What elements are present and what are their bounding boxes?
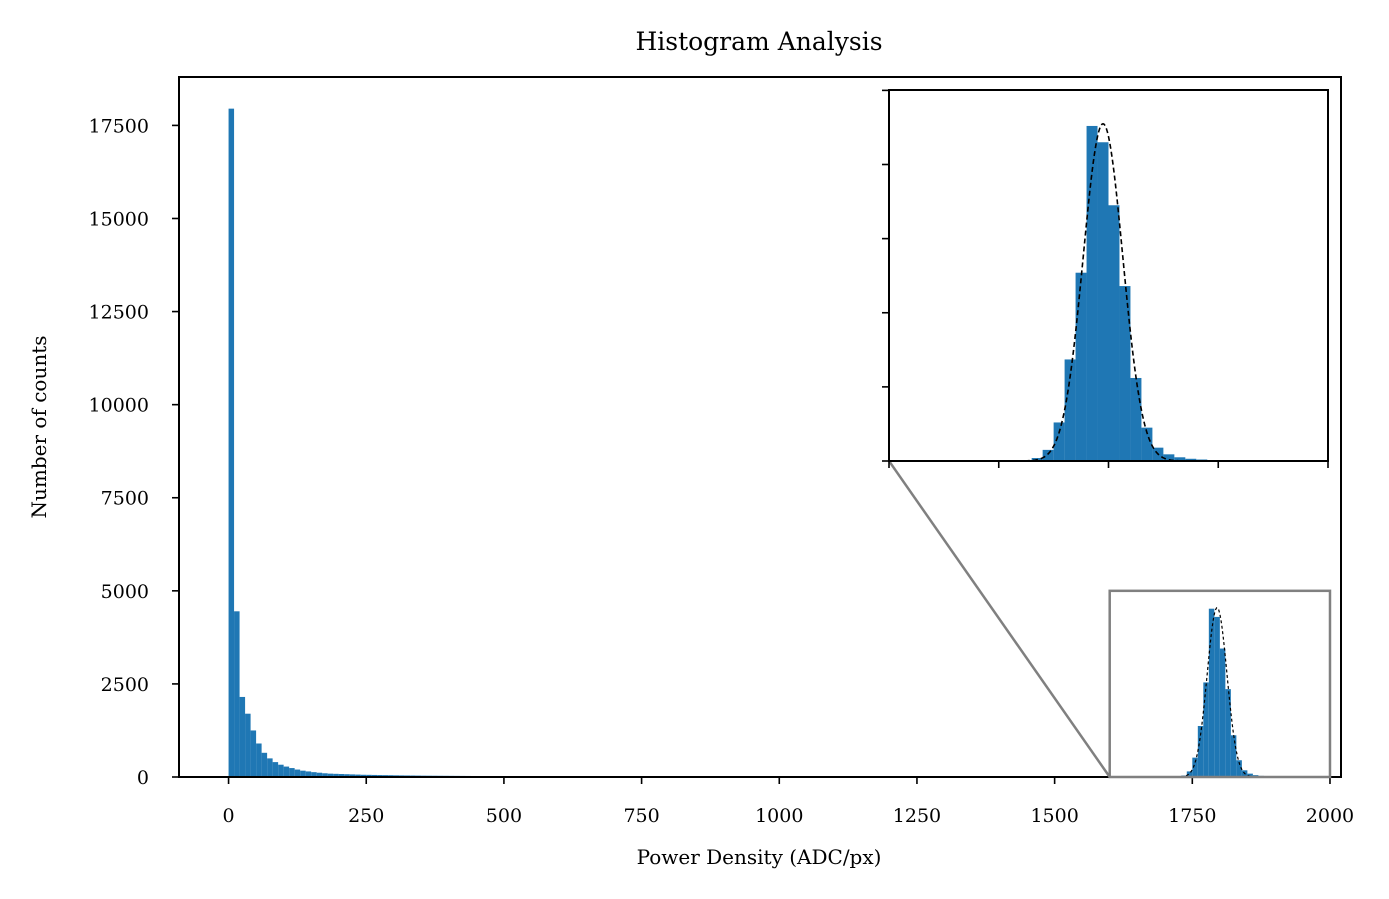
histogram-bar	[322, 773, 328, 777]
x-tick-label: 1500	[1030, 805, 1078, 827]
histogram-bar	[261, 752, 268, 777]
histogram-bar	[1192, 757, 1198, 777]
inset-histogram-bar	[1042, 449, 1054, 461]
y-tick-label: 12500	[89, 302, 149, 324]
histogram-bar	[1230, 735, 1237, 777]
histogram-bar	[1208, 608, 1215, 777]
histogram-bar	[305, 771, 312, 777]
histogram-bar	[239, 696, 246, 777]
inset-histogram-bar	[1053, 422, 1065, 461]
histogram-bar	[294, 769, 301, 777]
inset-histogram-bar	[1075, 272, 1087, 461]
histogram-bar	[1214, 616, 1220, 777]
histogram-bar	[267, 758, 273, 777]
histogram-bar	[344, 774, 350, 777]
histogram-bar	[338, 774, 345, 777]
histogram-bar	[349, 774, 356, 777]
histogram-bar	[228, 108, 235, 778]
histogram-bar	[1247, 773, 1253, 777]
histogram-bar	[1236, 760, 1242, 777]
histogram-bar	[355, 774, 361, 777]
histogram-bar	[283, 766, 290, 777]
x-tick-label: 1000	[755, 805, 803, 827]
y-tick-label: 10000	[89, 395, 149, 417]
inset-histogram-bar	[1185, 458, 1197, 461]
y-tick-label: 0	[137, 767, 149, 789]
histogram-bar	[250, 730, 257, 777]
zoom-connector-line	[887, 460, 1111, 778]
histogram-bar	[333, 773, 339, 777]
inset-histogram-bar	[1108, 205, 1120, 461]
zoom-region-box	[1108, 589, 1332, 779]
inset-plot-area	[882, 89, 1329, 468]
x-tick-label: 0	[223, 805, 235, 827]
main-axes-frame	[178, 76, 1342, 778]
histogram-bar	[360, 774, 367, 777]
y-tick-label: 7500	[101, 488, 149, 510]
y-axis-label: Number of counts	[27, 335, 51, 518]
main-plot-area: 0 250 500 750 1000 1250 1500 1750 2000 0 2500 5000 7…	[89, 76, 1354, 827]
histogram-bar	[1225, 689, 1231, 777]
inset-histogram-bar	[1119, 286, 1131, 461]
y-tick-label: 5000	[101, 581, 149, 603]
histogram-bar	[371, 774, 378, 777]
histogram-bar	[289, 768, 295, 777]
x-tick-label: 1250	[893, 805, 941, 827]
x-tick-label: 750	[623, 805, 659, 827]
inset-histogram-bar	[1097, 142, 1109, 462]
histogram-bar	[1203, 682, 1209, 777]
histogram-bar	[366, 774, 372, 777]
histogram-bar	[311, 772, 317, 777]
inset-histogram-bar	[1064, 359, 1076, 461]
inset-histogram-bar	[1130, 377, 1142, 461]
histogram-bar	[272, 762, 279, 777]
histogram-bar	[316, 772, 323, 777]
histogram-bar	[234, 611, 240, 777]
y-tick-label: 17500	[89, 115, 149, 137]
inset-histogram-bar	[1174, 457, 1186, 461]
histogram-bar	[327, 773, 334, 777]
histogram-bar	[300, 770, 306, 777]
x-axis-label: Power Density (ADC/px)	[637, 845, 882, 869]
histogram-bar	[1219, 648, 1226, 777]
x-tick-label: 1750	[1168, 805, 1216, 827]
inset-histogram-bar	[1141, 427, 1153, 461]
zoom-indicator	[887, 460, 1332, 779]
histogram-bar	[256, 743, 262, 777]
histogram-bar	[245, 713, 251, 777]
inset-histogram-bar	[1163, 454, 1175, 461]
histogram-bar	[1197, 725, 1204, 777]
y-tick-label: 2500	[101, 674, 149, 696]
y-tick-label: 15000	[89, 208, 149, 230]
inset-histogram-bar	[1086, 125, 1098, 461]
histogram-bar	[1186, 771, 1193, 777]
x-tick-label: 250	[348, 805, 384, 827]
chart-title: Histogram Analysis	[635, 27, 882, 56]
histogram-bar	[278, 764, 284, 777]
x-tick-label: 2000	[1306, 805, 1354, 827]
x-tick-label: 500	[486, 805, 522, 827]
